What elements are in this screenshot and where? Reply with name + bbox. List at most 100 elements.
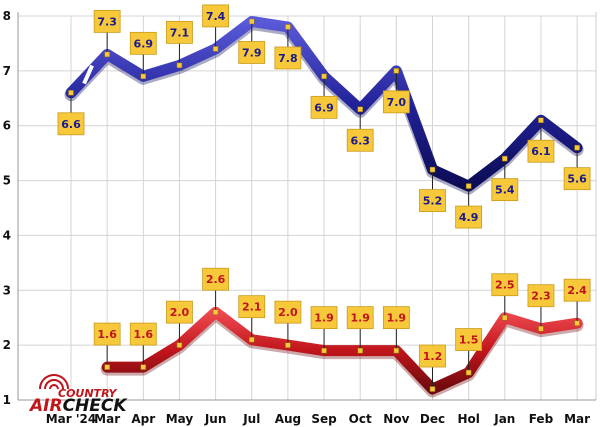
logo-air-text: AIR [28, 396, 63, 416]
data-label-box [129, 322, 157, 346]
data-point-marker [285, 342, 291, 348]
data-label: 1.6 [134, 328, 154, 341]
x-tick-label: Oct [349, 412, 372, 426]
y-tick-label: 5 [3, 174, 11, 188]
logo-arcs-icon [39, 374, 69, 390]
data-label: 5.2 [423, 195, 443, 208]
logo-aircheck-text: AIRCHECK [28, 396, 128, 416]
data-label-box [419, 344, 446, 368]
data-point-marker [357, 106, 363, 113]
data-point-marker [104, 364, 110, 370]
data-point-marker [574, 320, 580, 326]
data-label: 1.5 [459, 334, 479, 347]
data-label-box [202, 267, 230, 291]
data-label: 1.9 [350, 312, 370, 325]
data-label: 2.0 [170, 306, 190, 319]
data-label: 7.8 [278, 52, 298, 65]
data-label: 2.0 [278, 306, 298, 319]
y-axis-ticks: 1 2 3 4 5 6 7 8 [3, 9, 11, 407]
data-label: 7.3 [97, 15, 117, 28]
x-tick-label: Mar [564, 412, 590, 426]
data-label-box [129, 31, 157, 55]
data-point-marker [357, 347, 363, 354]
data-label-box [238, 41, 266, 64]
x-tick-label: Hol [457, 412, 479, 426]
logo-country-text: COUNTRY [58, 387, 118, 400]
x-tick-label: Nov [383, 412, 409, 426]
series-line [101, 306, 583, 395]
data-point-marker [465, 183, 472, 189]
y-tick-label: 4 [3, 228, 11, 242]
data-label-box [382, 90, 410, 114]
data-label-box [491, 178, 519, 202]
data-label-box [310, 95, 338, 119]
data-label-box [93, 322, 121, 346]
data-point-marker [429, 386, 436, 392]
data-label-box [419, 189, 446, 213]
x-tick-label: Mar [94, 412, 120, 426]
y-tick-label: 3 [3, 283, 11, 297]
y-tick-label: 6 [3, 119, 11, 133]
data-point-marker [249, 336, 255, 343]
data-point-marker [285, 24, 291, 30]
data-point-marker [140, 73, 147, 80]
data-label: 1.2 [423, 350, 443, 363]
data-label-box [166, 300, 193, 324]
data-point-marker [212, 46, 219, 52]
data-point-marker [321, 347, 327, 354]
y-tick-label: 2 [3, 338, 11, 352]
x-tick-label: Jul [242, 412, 260, 426]
data-label-box [274, 46, 302, 70]
y-tick-label: 1 [3, 393, 11, 407]
data-label: 1.6 [97, 328, 117, 341]
data-point-marker [68, 90, 74, 96]
data-label: 7.1 [170, 26, 190, 39]
data-label-box [346, 306, 374, 330]
data-point-marker [393, 347, 400, 354]
data-label-box [202, 4, 230, 28]
data-label: 1.9 [387, 312, 407, 325]
data-point-marker [538, 325, 544, 332]
data-label: 2.1 [242, 301, 262, 314]
data-point-marker [393, 68, 400, 74]
data-label: 2.6 [206, 273, 226, 286]
axis-break-marker [82, 64, 94, 85]
data-label: 1.9 [314, 312, 334, 325]
x-tick-label: Sep [311, 412, 337, 426]
data-point-marker [502, 155, 508, 162]
data-label: 6.6 [61, 118, 81, 131]
data-point-marker [574, 144, 580, 151]
data-label: 4.9 [459, 211, 479, 224]
data-point-marker [502, 314, 508, 321]
x-tick-label: Apr [131, 412, 155, 426]
data-label-box [527, 139, 555, 163]
data-label: 7.4 [206, 10, 226, 23]
data-label: 2.4 [567, 284, 587, 297]
data-point-marker [140, 364, 147, 370]
data-label-box [491, 273, 519, 297]
data-label: 5.4 [495, 184, 515, 197]
data-label-box [166, 20, 193, 44]
data-point-marker [538, 117, 544, 123]
x-tick-label: Mar '24 [46, 412, 97, 426]
data-label-box [455, 328, 483, 351]
x-tick-label: Jan [493, 412, 515, 426]
x-tick-label: Feb [529, 412, 554, 426]
data-label-box [274, 300, 302, 324]
data-label-box [238, 295, 266, 319]
data-point-marker [104, 51, 110, 58]
data-point-marker [465, 369, 472, 376]
country-aircheck-logo: COUNTRY AIRCHECK [28, 374, 128, 416]
data-point-marker [176, 342, 183, 348]
data-label-box [382, 306, 410, 330]
data-labels: 6.6 7.3 6.9 7.1 7.4 7.9 7.8 6.9 6.3 7.0 5.2 4.9 5.4 6… [57, 4, 591, 392]
data-point-marker [212, 309, 219, 315]
x-tick-label: Aug [275, 412, 301, 426]
y-tick-label: 7 [3, 64, 11, 78]
data-label: 2.3 [531, 290, 551, 303]
data-label-box [57, 112, 85, 136]
plot-frame [17, 12, 597, 401]
data-label: 2.5 [495, 279, 515, 292]
